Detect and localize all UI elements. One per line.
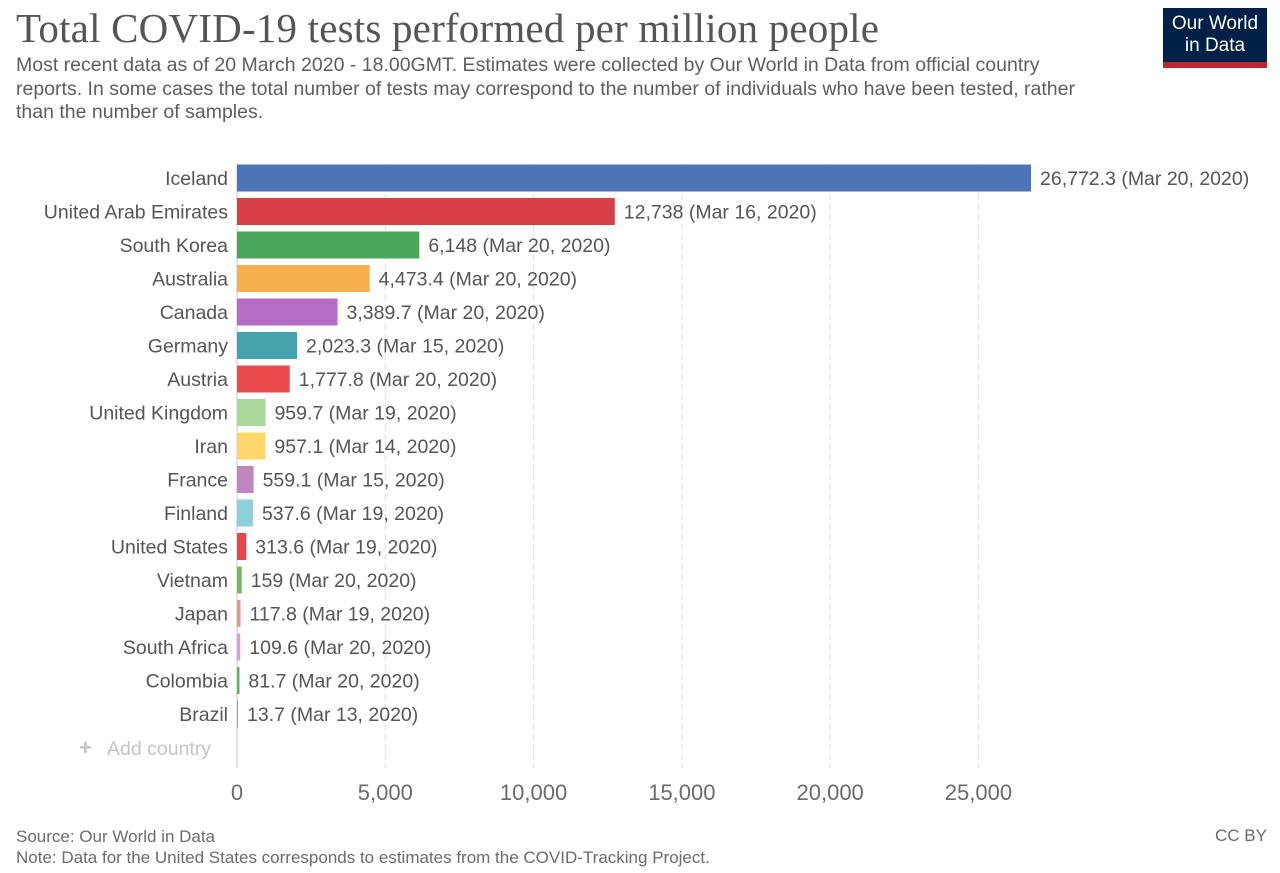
add-country-button[interactable]: + Add country xyxy=(79,735,211,760)
value-label: 1,777.8 (Mar 20, 2020) xyxy=(299,369,497,391)
value-label: 957.1 (Mar 14, 2020) xyxy=(274,436,456,458)
bar[interactable] xyxy=(237,298,338,326)
value-label: 959.7 (Mar 19, 2020) xyxy=(274,403,456,425)
value-label: 12,738 (Mar 16, 2020) xyxy=(624,202,817,224)
category-label: Australia xyxy=(152,269,228,291)
value-labels: 26,772.3 (Mar 20, 2020) 12,738 (Mar 16, 2… xyxy=(247,168,1249,726)
bar[interactable] xyxy=(237,667,240,694)
add-country-label: Add country xyxy=(107,738,211,760)
category-label: Canada xyxy=(160,302,228,324)
category-label: South Africa xyxy=(123,637,228,659)
bar[interactable] xyxy=(237,466,254,493)
owid-logo[interactable]: Our World in Data xyxy=(1163,8,1267,68)
value-label: 537.6 (Mar 19, 2020) xyxy=(262,503,444,525)
bar[interactable] xyxy=(237,265,370,292)
value-label: 26,772.3 (Mar 20, 2020) xyxy=(1040,168,1249,190)
bar[interactable] xyxy=(237,566,242,594)
bar[interactable] xyxy=(237,332,298,359)
x-axis-tick-labels: 0 5,000 10,000 15,000 20,000 25,000 xyxy=(231,780,1012,805)
note-text: Note: Data for the United States corresp… xyxy=(16,848,710,867)
value-label: 159 (Mar 20, 2020) xyxy=(251,570,417,592)
x-tick-label: 10,000 xyxy=(500,780,567,805)
value-label: 3,389.7 (Mar 20, 2020) xyxy=(347,302,545,324)
value-label: 13.7 (Mar 13, 2020) xyxy=(247,704,418,726)
value-label: 117.8 (Mar 19, 2020) xyxy=(249,604,430,626)
bar[interactable] xyxy=(237,432,266,460)
category-label: Finland xyxy=(164,503,228,525)
bar-chart: Iceland United Arab Emirates South Korea Au… xyxy=(44,164,1249,805)
source-text: Source: Our World in Data xyxy=(16,827,216,846)
bar[interactable] xyxy=(237,365,290,393)
bar[interactable] xyxy=(237,633,241,661)
bars xyxy=(237,164,1031,728)
value-label: 2,023.3 (Mar 15, 2020) xyxy=(306,336,504,358)
logo-line-1: Our World xyxy=(1171,13,1259,34)
category-label: United Kingdom xyxy=(89,403,228,425)
category-label: Japan xyxy=(175,604,228,626)
category-label: Austria xyxy=(167,369,228,391)
x-tick-label: 20,000 xyxy=(797,780,864,805)
bar[interactable] xyxy=(237,231,420,259)
value-label: 109.6 (Mar 20, 2020) xyxy=(249,637,431,659)
category-label: Colombia xyxy=(146,671,229,693)
bar[interactable] xyxy=(237,600,241,627)
category-label: South Korea xyxy=(120,235,229,257)
bar[interactable] xyxy=(237,499,253,527)
category-label: Vietnam xyxy=(157,570,228,592)
x-tick-label: 5,000 xyxy=(358,780,413,805)
x-tick-label: 15,000 xyxy=(648,780,715,805)
category-label: Iran xyxy=(194,436,228,458)
footer: Source: Our World in Data Note: Data for… xyxy=(16,826,710,868)
chart-title: Total COVID-19 tests performed per milli… xyxy=(16,5,880,51)
x-tick-label: 25,000 xyxy=(945,780,1012,805)
chart-subtitle: Most recent data as of 20 March 2020 - 1… xyxy=(16,54,1075,123)
category-label: United Arab Emirates xyxy=(44,202,229,224)
category-label: Germany xyxy=(148,336,228,358)
bar[interactable] xyxy=(237,399,266,426)
license-link[interactable]: CC BY xyxy=(1215,826,1267,845)
category-label: France xyxy=(167,470,228,492)
value-label: 81.7 (Mar 20, 2020) xyxy=(248,671,419,693)
value-label: 313.6 (Mar 19, 2020) xyxy=(255,537,437,559)
bar[interactable] xyxy=(237,533,247,560)
value-label: 6,148 (Mar 20, 2020) xyxy=(428,235,610,257)
category-label: Iceland xyxy=(165,168,228,190)
value-label: 559.1 (Mar 15, 2020) xyxy=(263,470,445,492)
bar[interactable] xyxy=(237,164,1031,192)
logo-line-2: in Data xyxy=(1184,35,1246,56)
x-tick-label: 0 xyxy=(231,780,243,805)
category-label: Brazil xyxy=(179,704,228,726)
value-label: 4,473.4 (Mar 20, 2020) xyxy=(379,269,577,291)
bar[interactable] xyxy=(237,198,615,225)
plus-icon: + xyxy=(79,735,92,760)
category-label: United States xyxy=(111,537,228,559)
bar[interactable] xyxy=(237,700,238,728)
category-labels: Iceland United Arab Emirates South Korea Au… xyxy=(44,168,229,726)
